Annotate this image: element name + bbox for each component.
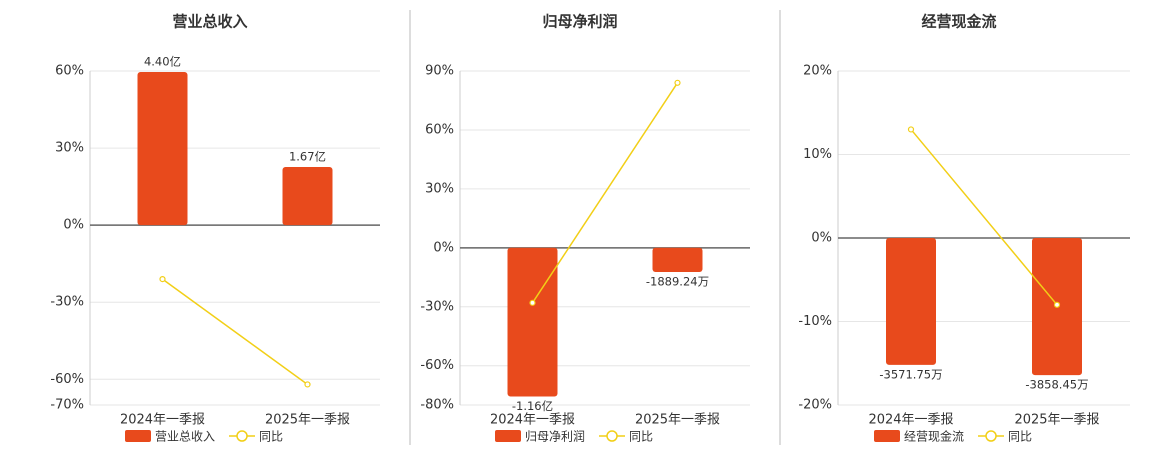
line	[162, 278, 308, 386]
x-tick-label: 2024年一季报	[120, 413, 205, 428]
y-tick-label: 20%	[803, 64, 832, 79]
y-tick-label: 0%	[811, 231, 832, 246]
legend-swatch	[874, 430, 900, 442]
y-tick-label: -20%	[798, 398, 832, 413]
value-label: -1889.24万	[646, 275, 709, 289]
value-label: 1.67亿	[289, 150, 326, 164]
legend-swatch	[495, 430, 521, 442]
bar	[137, 72, 188, 226]
legend-swatch	[236, 430, 248, 442]
bar	[507, 247, 558, 397]
legend-label: 经营现金流	[904, 429, 964, 444]
chart-title: 营业总收入	[172, 13, 247, 31]
chart-title: 经营现金流	[921, 13, 996, 31]
y-tick-label: -60%	[50, 372, 84, 387]
value-label: -3858.45万	[1025, 378, 1088, 392]
chart-title: 归母净利润	[542, 13, 617, 31]
y-tick-label: 30%	[55, 141, 84, 156]
x-tick-label: 2025年一季报	[635, 413, 720, 428]
x-tick-label: 2024年一季报	[868, 413, 953, 428]
value-label: 4.40亿	[144, 55, 181, 69]
y-tick-label: 0%	[63, 218, 84, 233]
legend-swatch	[985, 430, 997, 442]
line-point	[907, 126, 915, 133]
legend-label: 营业总收入	[155, 430, 215, 444]
line-point	[1053, 301, 1061, 308]
line-point	[304, 381, 311, 388]
x-tick-label: 2024年一季报	[490, 413, 575, 428]
x-tick-label: 2025年一季报	[1014, 413, 1099, 428]
y-tick-label: -80%	[420, 398, 454, 413]
y-tick-label: -60%	[420, 358, 454, 373]
bar	[652, 247, 703, 273]
line-point	[529, 299, 536, 306]
y-tick-label: 60%	[55, 64, 84, 79]
y-tick-label: 30%	[425, 181, 454, 196]
legend-label: 同比	[1008, 430, 1032, 444]
line-point	[674, 79, 681, 86]
line	[910, 128, 1058, 306]
y-tick-label: 90%	[425, 64, 454, 79]
legend-label: 归母净利润	[525, 430, 585, 444]
bar	[886, 238, 936, 365]
legend-label: 同比	[629, 430, 653, 444]
x-tick-label: 2025年一季报	[265, 413, 350, 428]
line-point	[159, 276, 166, 283]
y-tick-label: -10%	[798, 314, 832, 329]
bar	[282, 167, 333, 226]
value-label: -3571.75万	[879, 367, 942, 381]
legend-label: 同比	[259, 430, 283, 444]
legend-swatch	[125, 430, 151, 442]
y-tick-label: 60%	[425, 122, 454, 137]
y-tick-label: 10%	[803, 147, 832, 162]
line	[531, 82, 679, 304]
y-tick-label: -30%	[50, 295, 84, 310]
y-tick-label: -30%	[420, 299, 454, 314]
y-tick-label: 0%	[433, 240, 454, 255]
y-tick-label: -70%	[50, 398, 84, 413]
value-label: -1.16亿	[512, 399, 553, 413]
legend-swatch	[606, 430, 618, 442]
